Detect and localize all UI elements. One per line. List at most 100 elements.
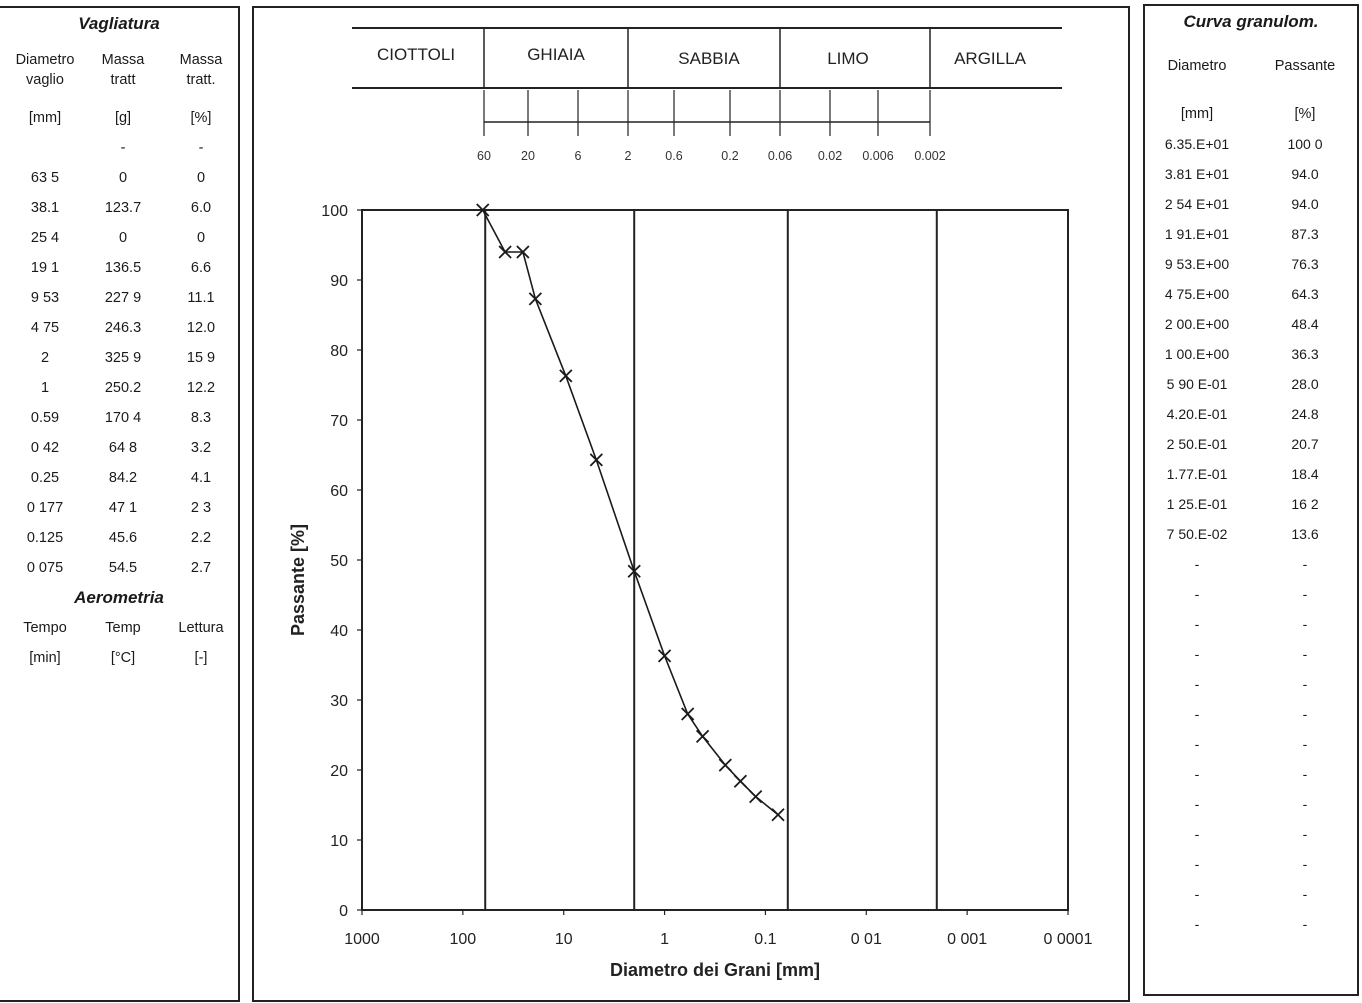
vag-cell: 0: [118, 230, 128, 246]
band-scale-label: 60: [477, 149, 491, 163]
aero-unit-2: [-]: [194, 650, 208, 666]
vag-cell: 170 4: [104, 410, 142, 426]
vag-unit-2: [%]: [190, 110, 212, 126]
vag-cell: 19 1: [30, 260, 60, 276]
vag-cell: 246.3: [104, 320, 142, 336]
curva-cell: -: [1194, 826, 1200, 842]
aero-header-1: Temp: [105, 620, 141, 636]
curva-cell: -: [1302, 676, 1308, 692]
vag-cell: -: [120, 140, 126, 156]
band-scale-label: 0.06: [768, 149, 792, 163]
curva-cell: -: [1302, 766, 1308, 782]
data-point: [516, 245, 530, 259]
band-scale-label: 0.02: [818, 149, 842, 163]
curva-cell: -: [1302, 826, 1308, 842]
vag-cell: 0.125: [26, 530, 64, 546]
vag-cell: 6.0: [190, 200, 212, 216]
y-tick-label: 60: [330, 483, 348, 500]
curva-cell: 64.3: [1291, 286, 1319, 302]
chart-panel: CIOTTOLI GHIAIA SABBIA LIMO ARGILLA 60 20 6 2 0.6…: [252, 6, 1130, 1002]
vag-cell: 0: [196, 230, 206, 246]
band-scale-label: 0.6: [665, 149, 682, 163]
curva-cell: 94.0: [1291, 196, 1319, 212]
curva-cell: 7 50.E-02: [1166, 526, 1228, 542]
data-point: [681, 707, 695, 721]
aero-unit-1: [°C]: [110, 650, 136, 666]
band-scale-label: 0.002: [914, 149, 945, 163]
vag-cell: 11.1: [187, 290, 215, 306]
vag-cell: 12.0: [186, 320, 216, 336]
vag-cell: 123.7: [104, 200, 142, 216]
vag-header-2: Massa tratt.: [179, 52, 223, 88]
vag-unit-0: [mm]: [28, 110, 62, 126]
aero-header-2: Lettura: [178, 620, 224, 636]
x-tick-label: 1: [660, 931, 669, 948]
curva-cell: 18.4: [1291, 466, 1319, 482]
x-tick-label: 100: [450, 931, 477, 948]
vag-cell: 25 4: [30, 230, 60, 246]
curva-cell: 100 0: [1287, 136, 1323, 152]
curva-cell: -: [1194, 586, 1200, 602]
sieve-analysis-panel: Vagliatura Diametro vaglio Massa tratt Mas…: [0, 6, 240, 1002]
vag-cell: 54.5: [108, 560, 138, 576]
data-point: [771, 808, 785, 822]
band-scale-label: 6: [575, 149, 582, 163]
x-tick-label: 10: [555, 931, 573, 948]
vag-unit-1: [g]: [114, 110, 132, 126]
y-tick-label: 100: [321, 203, 348, 220]
curva-cell: 6.35.E+01: [1164, 136, 1230, 152]
vag-cell: 38.1: [30, 200, 60, 216]
curva-cell: 16 2: [1291, 496, 1319, 512]
vag-cell: 4.1: [190, 470, 212, 486]
curva-cell: -: [1194, 796, 1200, 812]
curva-cell: -: [1194, 886, 1200, 902]
vag-header-0: Diametro vaglio: [15, 52, 75, 88]
curva-cell: 2 54 E+01: [1164, 196, 1230, 212]
vag-cell: 9 53: [30, 290, 60, 306]
y-tick-label: 40: [330, 623, 348, 640]
vag-cell: -: [198, 140, 204, 156]
soil-class-label: SABBIA: [678, 49, 740, 68]
data-point: [627, 564, 641, 578]
vag-cell: 0.25: [30, 470, 60, 486]
band-scale-label: 20: [521, 149, 535, 163]
granulometric-chart: CIOTTOLI GHIAIA SABBIA LIMO ARGILLA 60 20 6 2 0.6…: [288, 27, 1093, 980]
aerometria-title: Aerometria: [74, 588, 164, 607]
curva-cell: 4 75.E+00: [1164, 286, 1230, 302]
vag-cell: 250.2: [104, 380, 142, 396]
curva-cell: -: [1194, 856, 1200, 872]
curva-unit-0: [mm]: [1180, 106, 1214, 122]
vag-header-1: Massa tratt: [101, 52, 145, 88]
soil-class-label: CIOTTOLI: [377, 45, 455, 64]
y-tick-label: 50: [330, 553, 348, 570]
curva-unit-1: [%]: [1294, 106, 1316, 122]
vag-cell: 1: [40, 380, 50, 396]
curva-cell: -: [1302, 886, 1308, 902]
data-point: [695, 729, 710, 744]
curva-cell: 24.8: [1291, 406, 1319, 422]
data-point: [589, 453, 603, 467]
curva-cell: 2 50.E-01: [1166, 436, 1228, 452]
vag-cell: 8.3: [190, 410, 212, 426]
y-axis-label: Passante [%]: [288, 524, 308, 636]
band-scale-label: 2: [625, 149, 632, 163]
curva-cell: 1.77.E-01: [1166, 466, 1228, 482]
vag-cell: 2 3: [190, 500, 212, 516]
curva-cell: 4.20.E-01: [1166, 406, 1228, 422]
curva-cell: 3.81 E+01: [1164, 166, 1230, 182]
vag-cell: 0 075: [26, 560, 64, 576]
curve-line: [481, 209, 779, 816]
data-point: [733, 774, 748, 788]
x-tick-label: 0 001: [947, 931, 987, 948]
vagliatura-title: Vagliatura: [78, 14, 160, 33]
curva-cell: -: [1194, 916, 1200, 932]
vag-cell: 4 75: [30, 320, 60, 336]
curva-cell: -: [1194, 556, 1200, 572]
data-point: [718, 758, 732, 772]
vag-cell: 0.59: [30, 410, 60, 426]
vag-cell: 2.2: [190, 530, 212, 546]
curva-cell: -: [1302, 616, 1308, 632]
y-tick-label: 90: [330, 273, 348, 290]
vag-cell: 6.6: [190, 260, 212, 276]
y-tick-label: 30: [330, 693, 348, 710]
